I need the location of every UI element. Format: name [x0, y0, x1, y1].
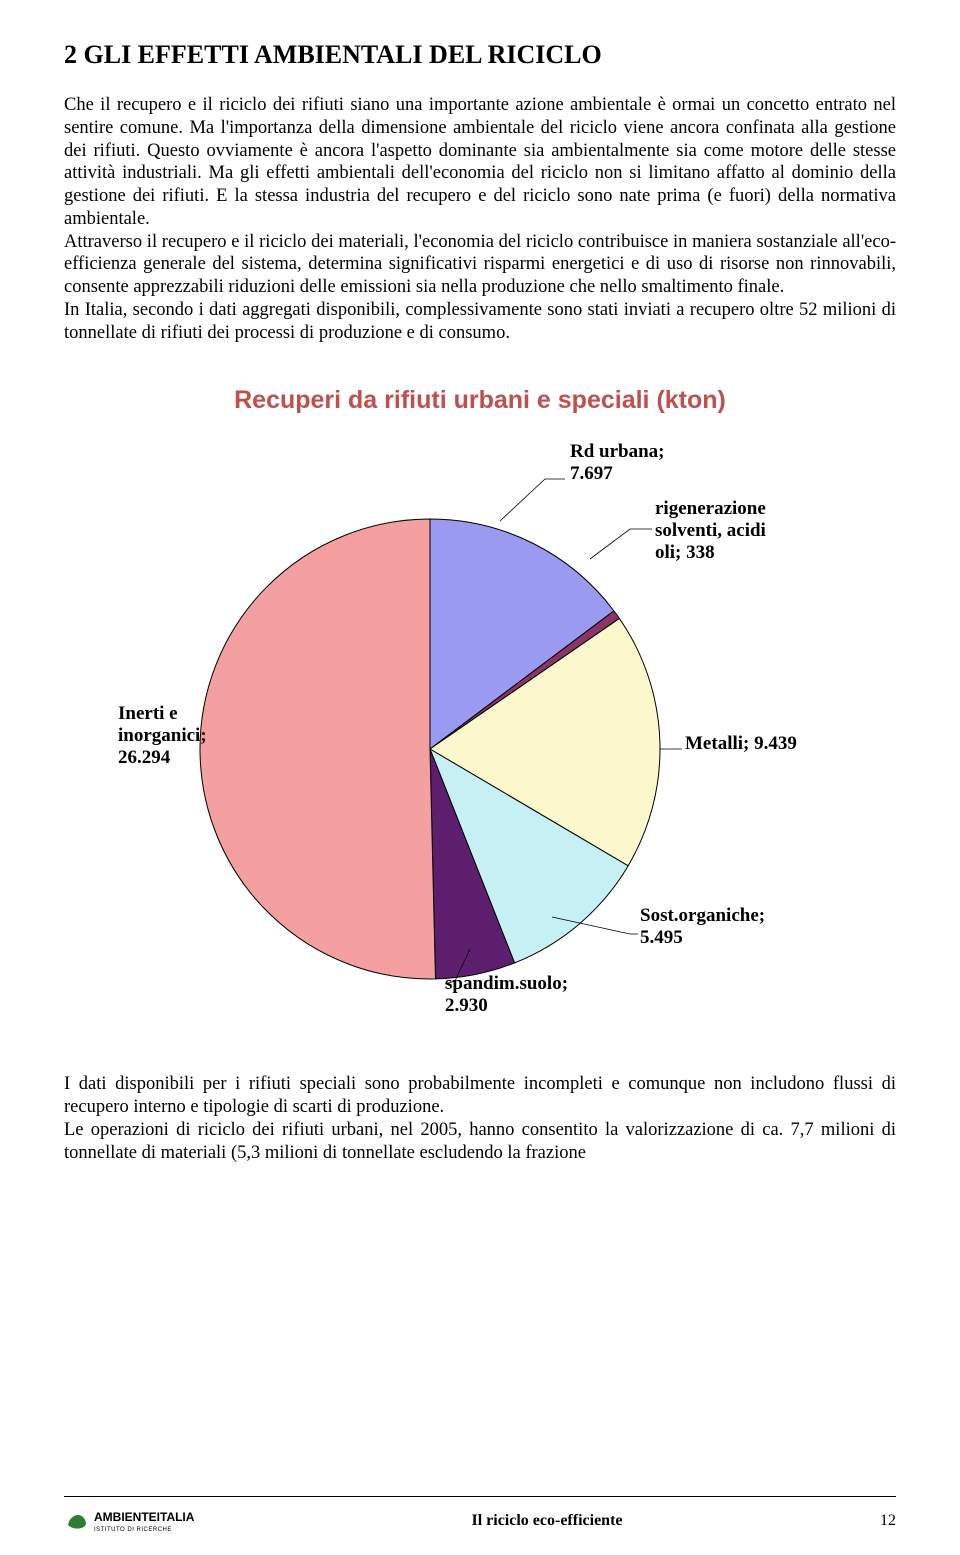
- slice-label: 26.294: [118, 747, 171, 768]
- footer-rule: [64, 1496, 896, 1497]
- slice-label: 2.930: [445, 995, 488, 1016]
- pie-chart: Rd urbana;7.697 rigenerazionesolventi, ac…: [64, 429, 896, 1029]
- section-heading: 2 GLI EFFETTI AMBIENTALI DEL RICICLO: [64, 40, 896, 70]
- slice-label: Rd urbana;: [570, 441, 665, 462]
- body-paragraph-3: In Italia, secondo i dati aggregati disp…: [64, 299, 896, 345]
- slice-label: oli; 338: [655, 542, 715, 563]
- logo-icon: AMBIENTEITALIA ISTITUTO DI RICERCHE: [64, 1505, 214, 1537]
- logo-text: AMBIENTEITALIA: [94, 1510, 195, 1524]
- slice-label: rigenerazione: [655, 498, 766, 519]
- slice-label: Sost.organiche;: [640, 905, 765, 926]
- chart-title: Recuperi da rifiuti urbani e speciali (k…: [64, 386, 896, 415]
- body-paragraph-2: Attraverso il recupero e il riciclo dei …: [64, 231, 896, 299]
- pie-chart-svg: Rd urbana;7.697 rigenerazionesolventi, ac…: [100, 429, 860, 1029]
- page-number: 12: [880, 1512, 896, 1530]
- slice-label: 7.697: [570, 463, 613, 484]
- footer-logo: AMBIENTEITALIA ISTITUTO DI RICERCHE: [64, 1505, 214, 1537]
- logo-subtext: ISTITUTO DI RICERCHE: [94, 1527, 172, 1533]
- leader-line: [500, 479, 565, 521]
- slice-label: inorganici;: [118, 725, 207, 746]
- page-footer: AMBIENTEITALIA ISTITUTO DI RICERCHE Il r…: [0, 1505, 960, 1537]
- slice-label: Metalli; 9.439: [685, 733, 797, 754]
- footer-doc-title: Il riciclo eco-efficiente: [471, 1512, 622, 1530]
- body-paragraph-1: Che il recupero e il riciclo dei rifiuti…: [64, 94, 896, 231]
- slice-label: solventi, acidi: [655, 520, 766, 541]
- slice-label: spandim.suolo;: [445, 973, 568, 994]
- slice-label: 5.495: [640, 927, 683, 948]
- body-paragraph-4: I dati disponibili per i rifiuti special…: [64, 1073, 896, 1119]
- leader-line: [590, 529, 652, 559]
- pie-slice: [200, 519, 435, 979]
- body-paragraph-5: Le operazioni di riciclo dei rifiuti urb…: [64, 1119, 896, 1165]
- slice-label: Inerti e: [118, 703, 178, 724]
